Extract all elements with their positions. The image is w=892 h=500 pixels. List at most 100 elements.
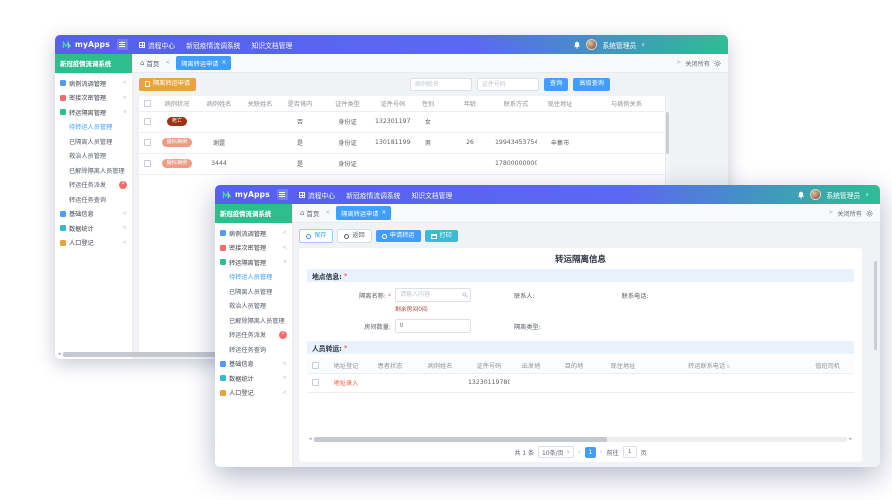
sidebar-item[interactable]: 已隔离人员管理 <box>215 284 292 299</box>
user-name[interactable]: 系统管理员 <box>826 191 861 200</box>
menu-item-label: 基础信息 <box>69 211 94 219</box>
scrollbar-thumb[interactable] <box>62 352 234 357</box>
close-icon[interactable]: × <box>381 209 387 216</box>
advanced-query-button[interactable]: 高级查询 <box>573 78 610 91</box>
sort-icon[interactable]: ⇅ <box>726 363 731 370</box>
sidebar-item[interactable]: 数据统计 < <box>215 371 292 386</box>
sidebar-item[interactable]: 密接次密管理 < <box>55 91 132 106</box>
tab-scroll-right-icon[interactable]: > <box>676 59 682 66</box>
tab-isolation-transfer[interactable]: 隔离转运申请 × <box>176 56 232 70</box>
save-button[interactable]: 保存 <box>299 229 334 244</box>
sidebar-item[interactable]: 人口登记 < <box>215 386 292 401</box>
gear-icon[interactable] <box>866 209 873 217</box>
sidebar-collapse-button[interactable] <box>276 189 288 200</box>
user-name[interactable]: 系统管理员 <box>602 41 637 50</box>
sidebar-item[interactable]: 转运任务派发 1 <box>215 328 292 343</box>
sidebar-item[interactable]: 待转运人员管理 <box>55 120 132 135</box>
sidebar-item[interactable]: 救治人员管理 <box>55 149 132 164</box>
id-number-input[interactable] <box>476 78 539 91</box>
page-number-button[interactable]: 1 <box>584 446 596 458</box>
tab-scroll-left-icon[interactable]: < <box>325 209 331 216</box>
select-all-checkbox[interactable] <box>144 99 151 107</box>
row-checkbox[interactable] <box>144 138 151 146</box>
sidebar-item[interactable]: 待转运人员管理 <box>215 270 292 285</box>
topnav-item[interactable]: 知识文档管理 <box>411 190 452 200</box>
row-checkbox[interactable] <box>312 378 319 386</box>
back-button[interactable]: 返回 <box>337 229 372 244</box>
sidebar-item[interactable]: 密接次密管理 < <box>215 241 292 256</box>
row-checkbox[interactable] <box>144 117 151 125</box>
isolation-transfer-apply-button[interactable]: 隔离转运申请 <box>139 78 197 91</box>
bell-icon[interactable] <box>573 41 581 49</box>
sidebar-item[interactable]: 救治人员管理 <box>215 299 292 314</box>
scrollbar-thumb[interactable] <box>666 112 669 154</box>
sidebar-item[interactable]: 人口登记 < <box>55 236 132 251</box>
tab-home[interactable]: ⌂ 首页 <box>300 209 319 218</box>
tab-bar: ⌂ 首页 < 隔离转运申请 × > 关闭所有 <box>293 204 880 223</box>
tab-home[interactable]: ⌂ 首页 <box>140 59 159 68</box>
cell-id-number: 132301197808108 <box>375 111 411 133</box>
gear-icon[interactable] <box>714 59 721 67</box>
case-name-input[interactable] <box>409 78 472 91</box>
topnav-item[interactable]: 流程中心 <box>298 190 335 200</box>
app-logo-text: myApps <box>235 190 270 199</box>
column-header: 患者状态 <box>368 358 412 374</box>
content-vertical-scrollbar[interactable] <box>873 259 877 457</box>
close-icon[interactable]: × <box>221 59 227 66</box>
user-avatar[interactable] <box>586 39 598 50</box>
status-badge: 疑似病例 <box>161 137 193 148</box>
grid-icon <box>298 191 305 198</box>
select-all-checkbox[interactable] <box>312 361 319 369</box>
search-icon[interactable] <box>462 292 468 298</box>
address-entry-link[interactable]: 地址录入 <box>333 380 359 388</box>
topnav-item[interactable]: 新冠疫情流调系统 <box>346 190 400 200</box>
location-section-header: 地点信息: * <box>307 269 854 283</box>
sidebar-collapse-button[interactable] <box>116 39 128 50</box>
topnav-item[interactable]: 新冠疫情流调系统 <box>186 40 240 50</box>
sidebar-item[interactable]: 转运任务派发 1 <box>55 178 132 193</box>
table-horizontal-scrollbar[interactable]: ◂ ▸ <box>309 437 852 442</box>
scroll-left-icon[interactable]: ◂ <box>58 351 61 357</box>
scroll-left-icon[interactable]: ◂ <box>309 436 312 442</box>
next-page-button[interactable]: › <box>599 447 603 456</box>
app-logo[interactable]: myApps <box>222 190 270 199</box>
sidebar-item[interactable]: 病例流调管理 < <box>55 76 132 91</box>
topnav-item[interactable]: 流程中心 <box>138 40 175 50</box>
sidebar-item[interactable]: 转运隔离管理 ∨ <box>215 255 292 270</box>
bell-icon[interactable] <box>797 191 805 199</box>
close-all-tabs-button[interactable]: 关闭所有 <box>685 60 710 68</box>
sidebar-item[interactable]: 已隔离人员管理 <box>55 134 132 149</box>
sidebar-item[interactable]: 数据统计 < <box>55 221 132 236</box>
goto-page-input[interactable] <box>622 446 637 458</box>
isolation-name-input[interactable] <box>395 288 471 303</box>
tab-scroll-right-icon[interactable]: > <box>828 209 834 216</box>
sidebar-item[interactable]: 已解除隔离人员管理 <box>55 163 132 178</box>
row-checkbox[interactable] <box>144 159 151 167</box>
sidebar-item[interactable]: 病例流调管理 < <box>215 226 292 241</box>
scroll-right-icon[interactable]: ▸ <box>849 436 852 442</box>
apply-transfer-button[interactable]: 申请转运 <box>375 230 421 243</box>
scrollbar-thumb[interactable] <box>313 437 608 442</box>
cell-phone <box>495 111 537 133</box>
page-size-select[interactable]: 10条/页 ∨ <box>538 446 574 458</box>
print-button[interactable]: 打印 <box>424 230 458 243</box>
app-logo[interactable]: myApps <box>62 40 110 49</box>
sidebar-item[interactable]: 已解除隔离人员管理 <box>215 313 292 328</box>
query-button[interactable]: 查询 <box>543 78 569 91</box>
menu-item-icon <box>60 80 66 87</box>
topnav-item[interactable]: 知识文档管理 <box>251 40 292 50</box>
transfer-table: 地址登记 患者状态 病例姓名 证件号码 出发地 <box>307 358 854 393</box>
sidebar-item[interactable]: 基础信息 < <box>55 207 132 222</box>
user-avatar[interactable] <box>810 189 822 200</box>
tab-scroll-left-icon[interactable]: < <box>165 59 171 66</box>
tab-isolation-transfer[interactable]: 隔离转运申请 × <box>336 206 392 220</box>
sidebar-item[interactable]: 基础信息 < <box>215 357 292 372</box>
sidebar-item[interactable]: 转运任务查询 <box>215 342 292 357</box>
sidebar-item[interactable]: 转运隔离管理 ∨ <box>55 105 132 120</box>
room-count-input[interactable] <box>395 319 471 334</box>
sidebar-item[interactable]: 转运任务查询 <box>55 192 132 207</box>
prev-page-button[interactable]: ‹ <box>577 447 581 456</box>
column-header: 与病例关系 <box>583 96 670 112</box>
close-all-tabs-button[interactable]: 关闭所有 <box>837 210 862 218</box>
scrollbar-track[interactable] <box>313 437 848 442</box>
